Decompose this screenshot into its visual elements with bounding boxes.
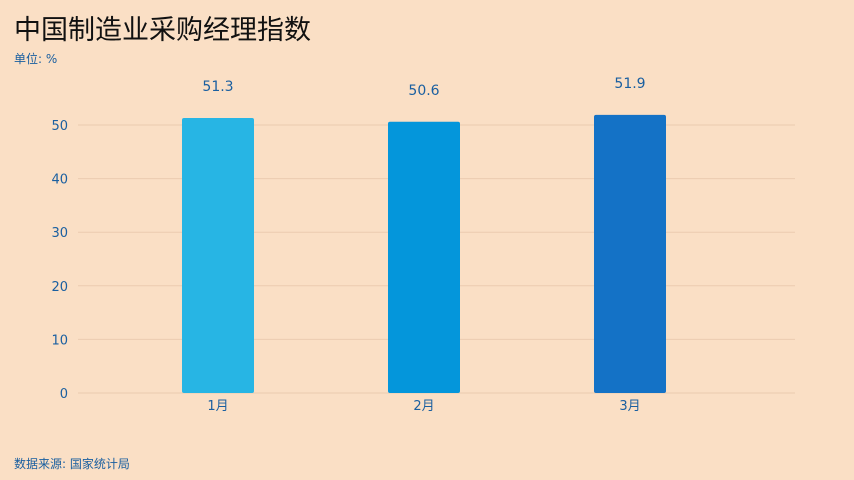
chart-title: 中国制造业采购经理指数 bbox=[14, 15, 311, 46]
source-label: 数据来源: 国家统计局 bbox=[14, 457, 130, 471]
y-axis-ticks: 0 10 20 30 40 50 bbox=[51, 119, 68, 402]
y-tick-label: 40 bbox=[51, 173, 68, 188]
bars bbox=[182, 114, 666, 394]
category-label-1: 1月 bbox=[207, 399, 228, 414]
bar-3 bbox=[594, 114, 666, 393]
x-axis-categories: 1月 2月 3月 bbox=[207, 399, 640, 414]
y-tick-label: 30 bbox=[51, 226, 68, 241]
category-label-2: 2月 bbox=[413, 399, 434, 414]
y-tick-label: 10 bbox=[51, 333, 68, 348]
data-label-1: 51.3 bbox=[202, 79, 233, 95]
bar-1 bbox=[182, 118, 254, 394]
data-label-2: 50.6 bbox=[408, 83, 439, 99]
bar-chart: 0 10 20 30 40 50 51.3 50.6 51.9 1月 2月 3月 bbox=[51, 76, 795, 414]
data-label-3: 51.9 bbox=[614, 76, 645, 92]
y-tick-label: 20 bbox=[51, 280, 68, 295]
unit-label: 单位: % bbox=[14, 52, 58, 66]
y-tick-label: 0 bbox=[60, 387, 68, 402]
data-labels: 51.3 50.6 51.9 bbox=[202, 76, 645, 99]
y-tick-label: 50 bbox=[51, 119, 68, 134]
category-label-3: 3月 bbox=[619, 399, 640, 414]
bar-2 bbox=[388, 121, 460, 393]
